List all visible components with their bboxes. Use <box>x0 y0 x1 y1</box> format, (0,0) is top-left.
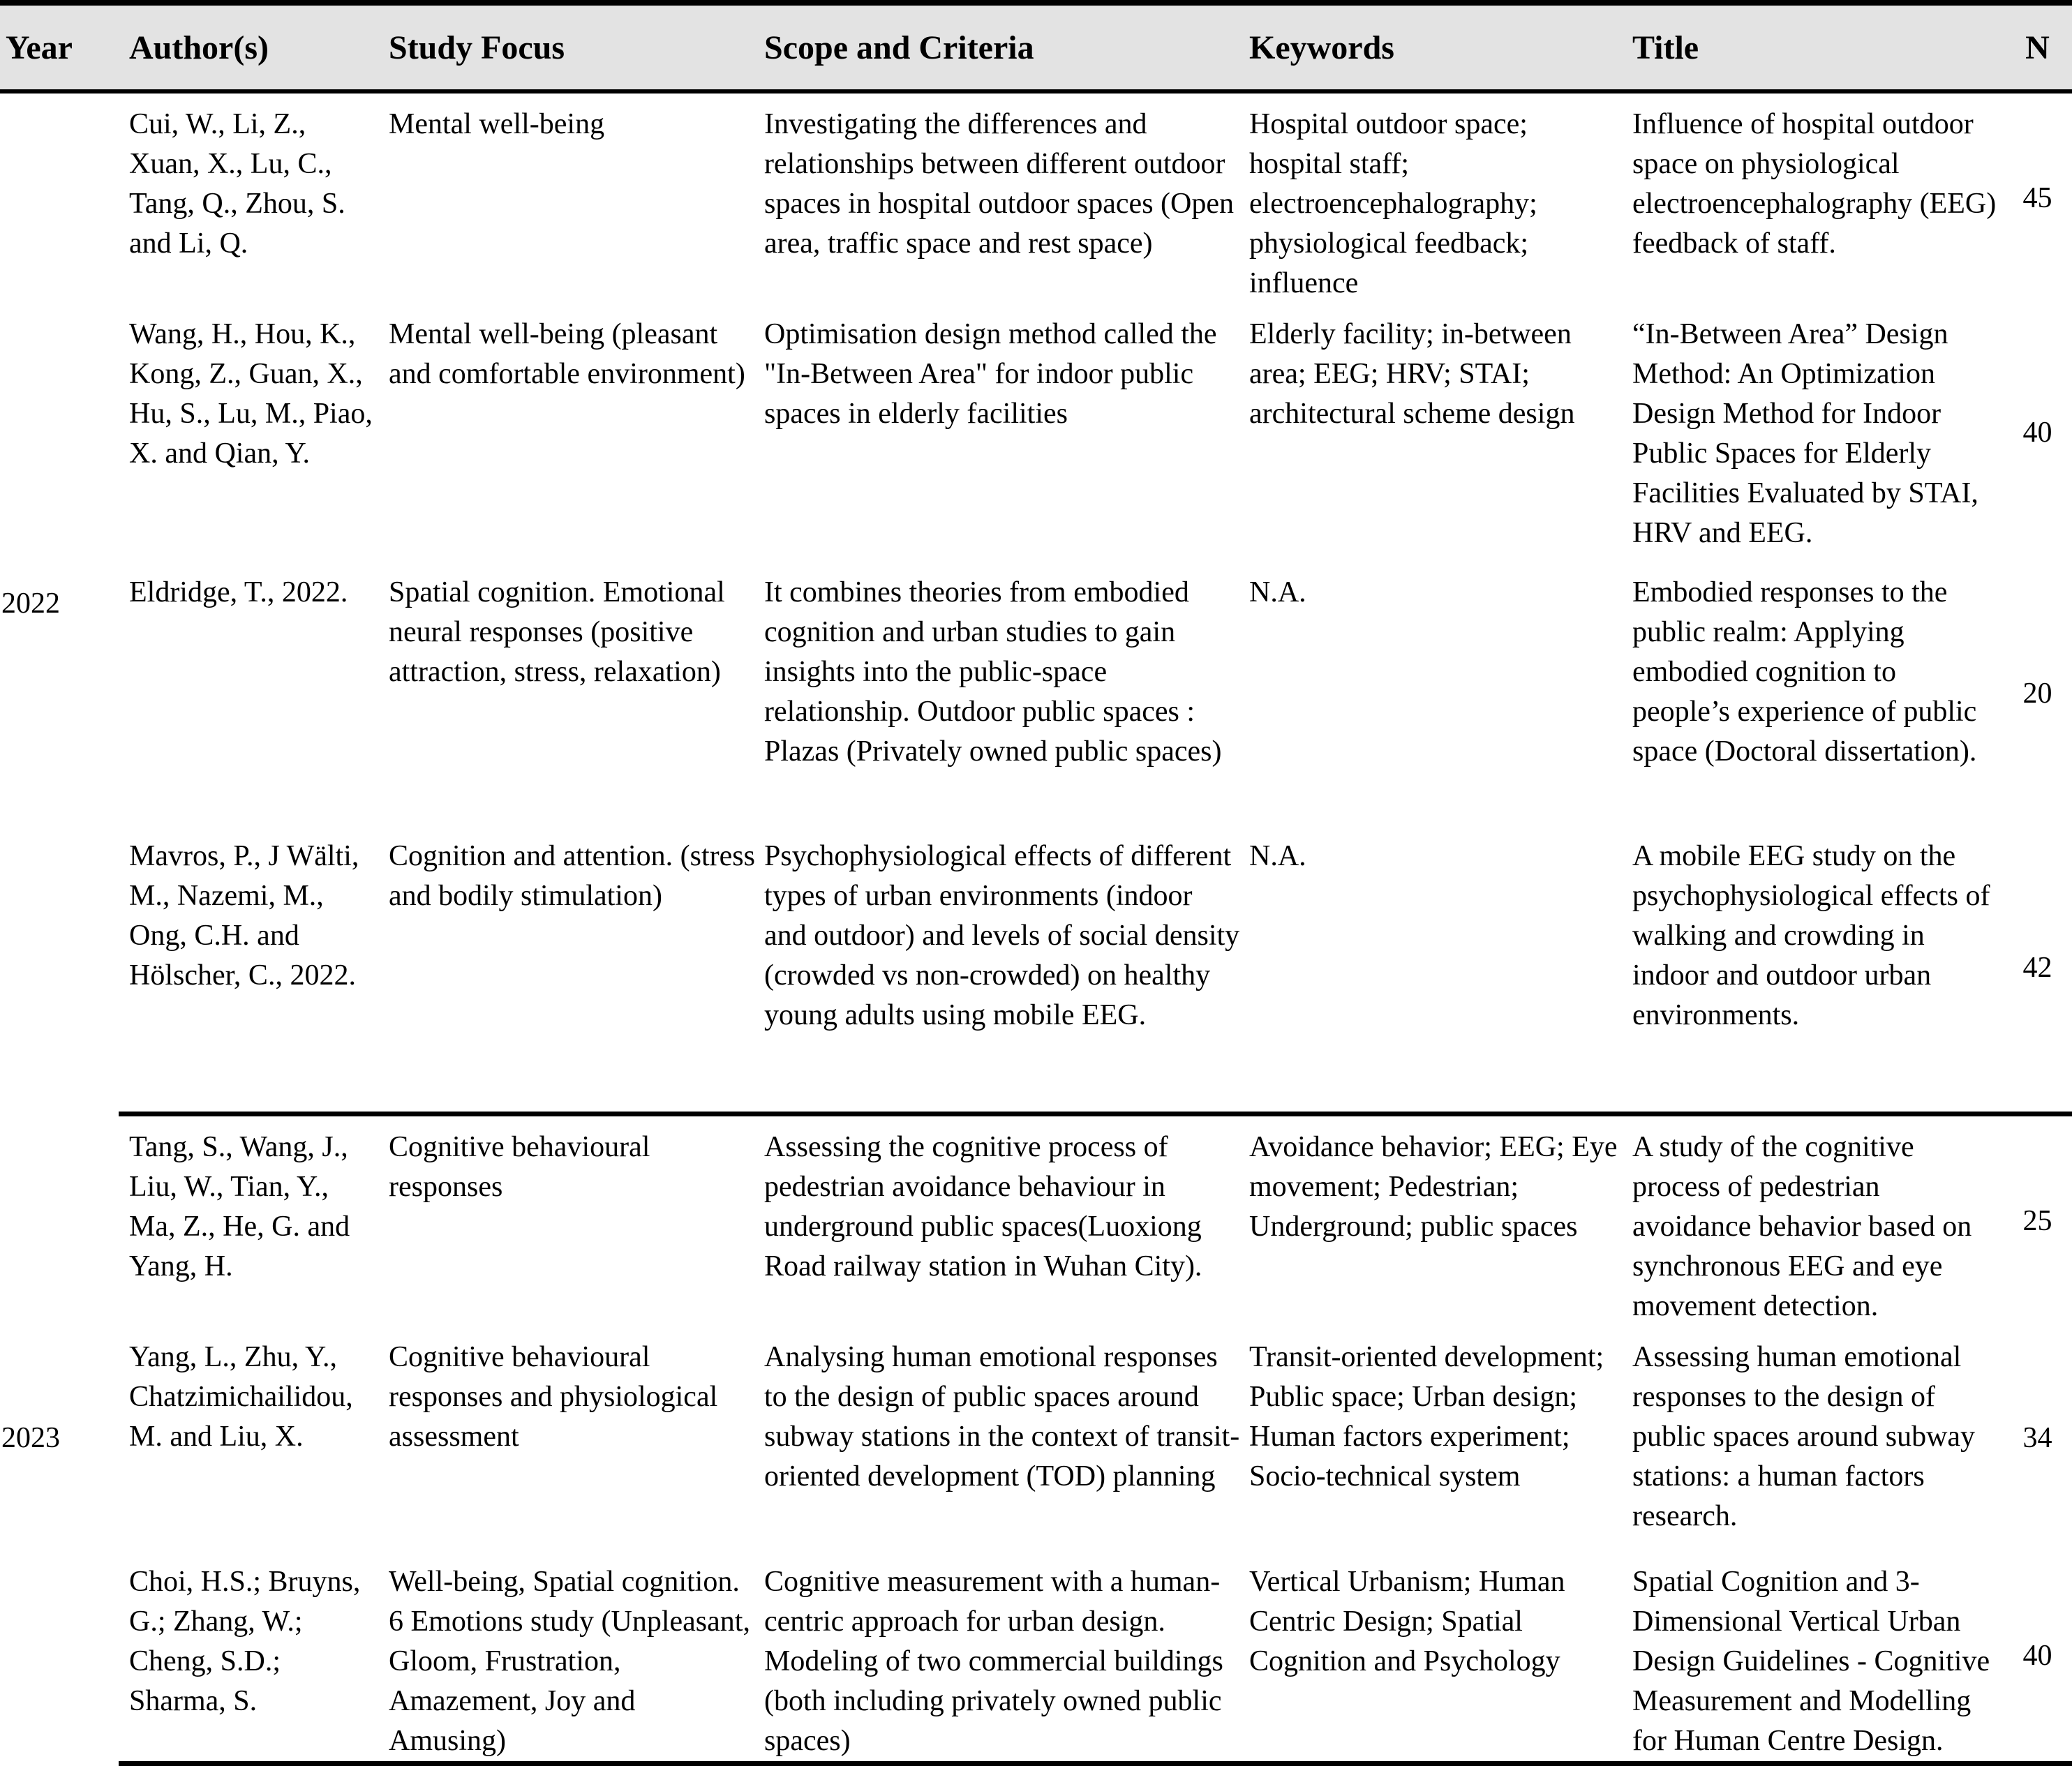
column-header-year: Year <box>0 3 119 93</box>
table-body: 2022 Cui, W., Li, Z., Xuan, X., Lu, C., … <box>0 91 2072 1766</box>
scope-cell: Psychophysiological effects of different… <box>757 825 1242 1116</box>
study-focus-cell: Mental well-being <box>389 108 605 140</box>
year-cell-2022: 2022 <box>1 587 60 620</box>
column-header-study-focus: Study Focus <box>380 3 757 93</box>
scope-cell: Assessing the cognitive process of pedes… <box>764 1130 1202 1282</box>
authors-cell: Cui, W., Li, Z., Xuan, X., Lu, C., Tang,… <box>129 108 345 260</box>
title-cell: Embodied responses to the public realm: … <box>1632 576 1977 768</box>
year-cell-2023: 2023 <box>1 1422 60 1454</box>
authors-cell: Tang, S., Wang, J., Liu, W., Tian, Y., M… <box>129 1130 350 1282</box>
table-row: Choi, H.S.; Bruyns, G.; Zhang, W.; Cheng… <box>0 1550 2072 1766</box>
study-focus-cell: Mental well-being (pleasant and comforta… <box>389 318 745 390</box>
study-focus-cell: Cognitive behavioural responses <box>389 1130 650 1203</box>
sample-size-cell: 42 <box>2003 825 2072 1116</box>
title-cell: A mobile EEG study on the psychophysiolo… <box>1623 825 2003 1116</box>
table-header: Year Author(s) Study Focus Scope and Cri… <box>0 3 2072 93</box>
title-cell: Assessing human emotional responses to t… <box>1632 1340 1976 1532</box>
keywords-cell: Avoidance behavior; EEG; Eye movement; P… <box>1249 1130 1618 1243</box>
study-focus-cell: Well-being, Spatial cognition. 6 Emotion… <box>380 1550 757 1766</box>
column-header-keywords: Keywords <box>1242 3 1623 93</box>
table-row: Mavros, P., J Wälti, M., Nazemi, M., Ong… <box>0 825 2072 1116</box>
authors-cell: Mavros, P., J Wälti, M., Nazemi, M., Ong… <box>119 825 380 1116</box>
sample-size-cell: 25 <box>2022 1204 2052 1237</box>
sample-size-cell: 40 <box>2022 416 2052 449</box>
authors-cell: Eldridge, T., 2022. <box>129 576 348 608</box>
scope-cell: Analysing human emotional responses to t… <box>764 1340 1240 1492</box>
table-row: 2023 Tang, S., Wang, J., Liu, W., Tian, … <box>0 1114 2072 1455</box>
authors-cell: Wang, H., Hou, K., Kong, Z., Guan, X., H… <box>129 318 373 470</box>
title-cell: Spatial Cognition and 3-Dimensional Vert… <box>1623 1550 2003 1766</box>
sample-size-cell: 40 <box>2003 1550 2072 1766</box>
scope-cell: Investigating the differences and relati… <box>764 108 1235 260</box>
table-row: Yang, L., Zhu, Y., Chatzimichailidou, M.… <box>0 1326 2072 1551</box>
study-focus-cell: Cognition and attention. (stress and bod… <box>380 825 757 1116</box>
keywords-cell: Vertical Urbanism; Human Centric Design;… <box>1242 1550 1623 1766</box>
column-header-authors: Author(s) <box>119 3 380 93</box>
title-cell: “In-Between Area” Design Method: An Opti… <box>1632 318 1978 549</box>
scope-cell: Optimisation design method called the "I… <box>764 318 1217 430</box>
keywords-cell: N.A. <box>1249 576 1306 608</box>
study-focus-cell: Cognitive behavioural responses and phys… <box>389 1340 718 1453</box>
keywords-cell: N.A. <box>1242 825 1623 1116</box>
title-cell: Influence of hospital outdoor space on p… <box>1632 108 1997 260</box>
sample-size-cell: 45 <box>2022 182 2052 214</box>
authors-cell: Choi, H.S.; Bruyns, G.; Zhang, W.; Cheng… <box>119 1550 380 1766</box>
scope-cell: It combines theories from embodied cogni… <box>764 576 1222 768</box>
column-header-title: Title <box>1623 3 2003 93</box>
sample-size-cell: 20 <box>2022 677 2052 710</box>
table-row: Eldridge, T., 2022. Spatial cognition. E… <box>0 562 2072 825</box>
keywords-cell: Transit-oriented development; Public spa… <box>1249 1340 1604 1492</box>
keywords-cell: Elderly facility; in-between area; EEG; … <box>1249 318 1575 430</box>
authors-cell: Yang, L., Zhu, Y., Chatzimichailidou, M.… <box>129 1340 353 1453</box>
table-row: 2022 Cui, W., Li, Z., Xuan, X., Lu, C., … <box>0 91 2072 620</box>
column-header-n: N <box>2003 3 2072 93</box>
sample-size-cell: 34 <box>2022 1422 2052 1454</box>
study-focus-cell: Spatial cognition. Emotional neural resp… <box>389 576 725 688</box>
column-header-scope-and-criteria: Scope and Criteria <box>757 3 1242 93</box>
table-row: Wang, H., Hou, K., Kong, Z., Guan, X., H… <box>0 304 2072 562</box>
scope-cell: Cognitive measurement with a human-centr… <box>757 1550 1242 1766</box>
title-cell: A study of the cognitive process of pede… <box>1632 1130 1972 1322</box>
keywords-cell: Hospital outdoor space; hospital staff; … <box>1249 108 1537 299</box>
header-row: Year Author(s) Study Focus Scope and Cri… <box>0 3 2072 93</box>
